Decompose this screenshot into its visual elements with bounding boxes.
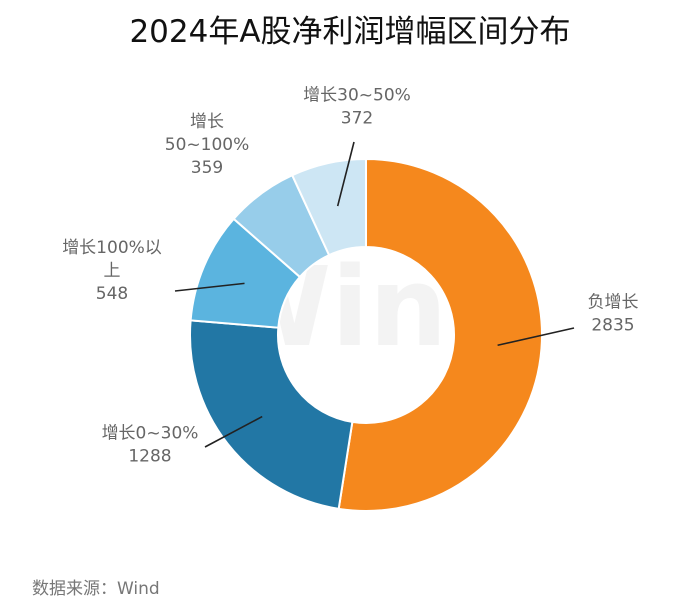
slice-value-1: 1288 [128,447,171,467]
slice-label-1: 增长0~30% [102,424,199,444]
slice-labels: 负增长 2835 增长0~30% 1288 增长100%以上 548 增长 50~100% 35… [62,86,638,467]
slice-value-4: 372 [341,109,373,129]
slice-label-2: 增长100%以 [62,238,162,258]
slice-value-2: 548 [96,284,128,304]
slice-value-3: 359 [191,158,223,178]
slice-1 [189,319,354,511]
leader-line-2 [174,282,245,292]
slice-label-0: 负增长 [588,293,639,313]
slice-label-3: 50~100% [165,135,249,155]
slice-label-2: 上 [104,261,121,281]
leader-line-0 [497,327,575,347]
slice-value-0: 2835 [591,316,634,336]
donut-slices [189,157,543,512]
slice-0 [337,157,543,512]
source-note: 数据来源：Wind [32,579,160,599]
leader-line-4 [336,141,355,207]
slice-label-4: 增长30~50% [303,86,411,106]
leader-lines [174,141,575,448]
slice-4 [290,157,367,257]
chart-title: 2024年A股净利润增幅区间分布 [129,14,570,50]
leader-line-1 [204,415,263,448]
slice-label-3: 增长 [190,112,224,132]
